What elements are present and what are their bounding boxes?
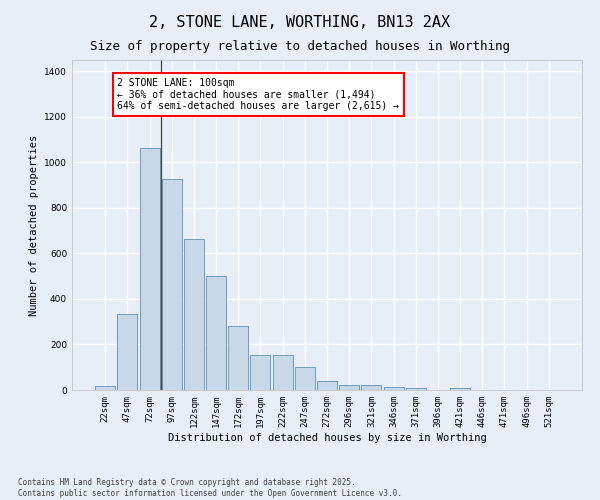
Text: Size of property relative to detached houses in Worthing: Size of property relative to detached ho… [90,40,510,53]
Bar [250,354,271,390]
Bar [228,326,248,390]
Text: 2, STONE LANE, WORTHING, BN13 2AX: 2, STONE LANE, WORTHING, BN13 2AX [149,15,451,30]
Bar [118,314,137,390]
Bar [206,276,226,390]
Bar [162,180,182,390]
Y-axis label: Number of detached properties: Number of detached properties [29,134,38,316]
Bar [317,381,337,390]
Bar [272,354,293,390]
Bar [295,367,315,390]
Bar [450,388,470,390]
Text: Contains HM Land Registry data © Crown copyright and database right 2025.
Contai: Contains HM Land Registry data © Crown c… [18,478,402,498]
Bar [361,386,382,390]
Bar [184,238,204,390]
Text: 2 STONE LANE: 100sqm
← 36% of detached houses are smaller (1,494)
64% of semi-de: 2 STONE LANE: 100sqm ← 36% of detached h… [118,78,400,112]
Bar [339,385,359,390]
Bar [140,148,160,390]
Bar [95,386,115,390]
Bar [406,388,426,390]
X-axis label: Distribution of detached houses by size in Worthing: Distribution of detached houses by size … [167,432,487,442]
Bar [383,386,404,390]
